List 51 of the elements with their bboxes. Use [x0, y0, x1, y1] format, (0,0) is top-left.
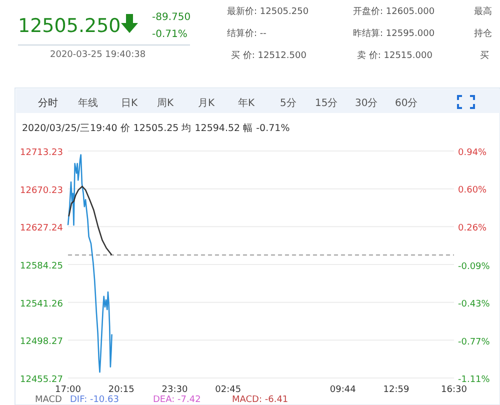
text: 12505.250 [18, 15, 121, 37]
text: MACD [35, 395, 62, 405]
text: 周K [157, 98, 174, 109]
y2-tick-label: 0.60% [458, 186, 488, 196]
y2-tick-label: -0.09% [458, 262, 490, 272]
text: 最新价: 12505.250 [227, 6, 309, 17]
y-tick-label: 12584.25 [20, 262, 63, 272]
y2-tick-label: -0.43% [458, 300, 490, 310]
text: 分时 [38, 97, 58, 109]
text: 持仓 [474, 28, 492, 39]
text: 年K [238, 97, 255, 109]
y-tick-label: 12627.24 [20, 224, 64, 234]
text: 最高 [474, 6, 492, 17]
text: MACD: -6.41 [232, 395, 288, 405]
x-tick-label: 17:00 [55, 385, 82, 395]
y2-tick-label: -0.77% [458, 337, 490, 348]
text: -0.71% [152, 29, 188, 40]
x-tick-label: 20:15 [108, 385, 134, 395]
text: 买 价: 12512.500 [231, 50, 307, 61]
y2-tick-label: 0.26% [458, 223, 488, 234]
text: 结算价: -- [227, 28, 266, 39]
y-tick-label: 12455.27 [20, 375, 63, 385]
text: 开盘价: 12605.000 [353, 6, 435, 17]
text: 2020/03/25/三19:40 价 12505.25 均 12594.52 幅 -0.71% [22, 122, 290, 134]
y-tick-label: 12670.23 [20, 186, 63, 196]
text: 2020-03-25 19:40:38 [50, 50, 146, 60]
text: DIF: -10.63 [70, 395, 119, 405]
line-series [68, 186, 112, 256]
x-tick-label: 16:30 [441, 385, 468, 395]
text: 月K [198, 98, 215, 109]
text: 日K [121, 98, 138, 109]
text: 15分 [315, 97, 338, 109]
y2-tick-label: 0.94% [458, 148, 488, 158]
y-tick-label: 12498.27 [20, 337, 63, 348]
x-tick-label: 02:45 [215, 385, 242, 395]
text: 30分 [355, 97, 378, 109]
text: DEA: -7.42 [153, 395, 201, 405]
y-tick-label: 12541.26 [20, 299, 64, 310]
text: 60分 [395, 97, 418, 109]
text: 5分 [280, 97, 296, 109]
text: 买 [480, 50, 489, 61]
y2-tick-label: -1.11% [458, 375, 490, 385]
x-tick-label: 12:59 [383, 385, 410, 395]
y-tick-label: 12713.23 [20, 148, 63, 158]
x-tick-label: 23:30 [162, 385, 188, 395]
line-series [67, 154, 112, 373]
text: 昨结算: 12595.000 [353, 28, 435, 39]
text: -89.750 [152, 12, 191, 23]
x-tick-label: 09:44 [330, 385, 356, 395]
text: 卖 价: 12515.000 [357, 50, 433, 61]
text: 年线 [78, 97, 98, 109]
